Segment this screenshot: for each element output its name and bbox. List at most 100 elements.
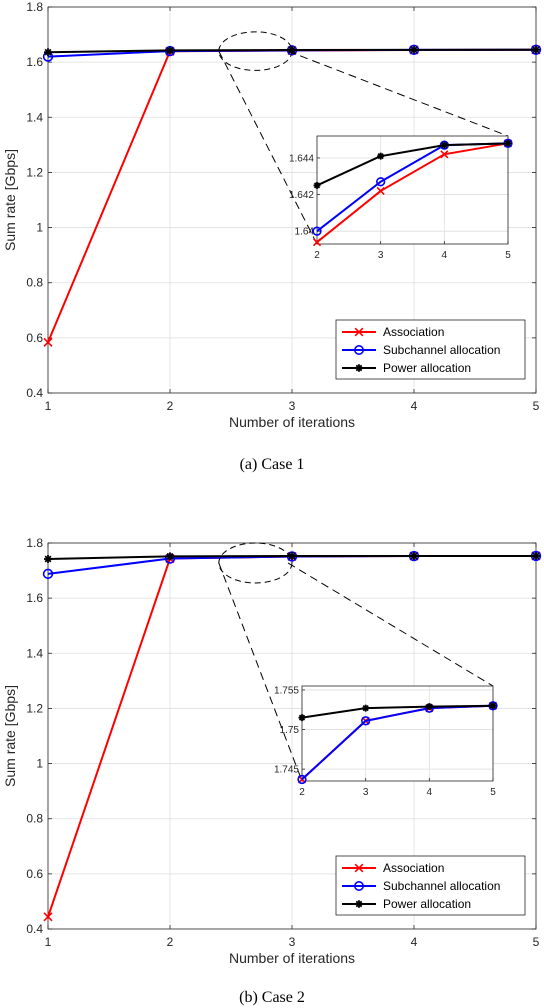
marker-legend0-2-0 — [355, 364, 363, 372]
y-tick-label: 1.2 — [26, 701, 43, 715]
inset-y-tick-label: 1.644 — [289, 153, 314, 164]
marker-legend1-0-0 — [354, 863, 364, 873]
x-tick-label: 4 — [411, 399, 418, 413]
inset-series-line-0 — [316, 142, 509, 243]
legend: Association Subchannel allocation Power al… — [335, 319, 526, 380]
x-axis-label: Number of iterations — [229, 414, 355, 430]
legend-entry-2: Power allocation — [383, 897, 471, 911]
inset-series-line-2 — [316, 142, 509, 187]
marker-inset0-0-1 — [376, 186, 385, 195]
marker-1-2-1 — [166, 552, 174, 561]
x-axis-label: Number of iterations — [229, 950, 355, 966]
y-axis-label: Sum rate [Gbps] — [2, 685, 18, 787]
inset-x-tick-label: 5 — [505, 250, 511, 261]
inset-x-tick-label: 4 — [442, 250, 448, 261]
legend: Association Subchannel allocation Power al… — [335, 855, 526, 916]
legend-entry-2: Power allocation — [383, 361, 471, 375]
marker-inset1-2-0 — [298, 714, 306, 722]
caption: (b) Case 2 — [239, 989, 305, 1006]
inset-x-tick-label: 3 — [378, 250, 384, 261]
inset-y-tick-label: 1.64 — [295, 227, 315, 238]
zoom-ellipse — [218, 542, 293, 584]
y-tick-label: 0.6 — [26, 331, 43, 345]
inset-axes-box — [316, 135, 509, 245]
marker-inset1-1-0 — [297, 774, 307, 785]
y-tick-label: 1.4 — [26, 110, 43, 124]
marker-legend0-0-0 — [354, 327, 364, 337]
x-tick-label: 1 — [45, 399, 52, 413]
chart-panel-1: 0.4 0.6 0.8 1 1.2 1.4 1.6 1.8 1 2 3 4 5 Number of ite… — [2, 536, 542, 1006]
y-axis-label: Sum rate [Gbps] — [2, 149, 18, 251]
marker-legend0-1-0 — [354, 345, 364, 355]
y-tick-label: 0.6 — [26, 867, 43, 881]
legend-entry-0: Association — [383, 861, 444, 875]
marker-inset0-0-2 — [440, 150, 449, 159]
inset-x-tick-label: 4 — [427, 787, 433, 798]
caption: (a) Case 1 — [240, 456, 305, 473]
inset-y-tick-label: 1.75 — [280, 725, 300, 736]
y-tick-label: 1.4 — [26, 646, 43, 660]
marker-inset1-2-3 — [489, 702, 497, 710]
marker-inset0-2-1 — [377, 152, 385, 160]
inset-plot: 1.64 1.642 1.644 2 3 4 5 — [289, 135, 513, 261]
legend-entry-0: Association — [383, 325, 444, 339]
inset-x-tick-label: 5 — [490, 787, 496, 798]
marker-inset0-0-0 — [312, 238, 322, 247]
legend-entry-1: Subchannel allocation — [383, 879, 500, 893]
marker-1-1-0 — [42, 568, 54, 580]
x-tick-label: 2 — [167, 399, 174, 413]
marker-legend1-1-0 — [354, 881, 364, 891]
marker-inset0-1-0 — [312, 226, 322, 236]
inset-series-line-2 — [301, 704, 494, 719]
chart-panel-0: 0.4 0.6 0.8 1 1.2 1.4 1.6 1.8 1 2 3 4 5 Number of ite… — [2, 0, 542, 473]
inset-y-tick-label: 1.745 — [274, 765, 299, 776]
marker-0-2-4 — [532, 45, 540, 54]
inset-area — [302, 686, 493, 781]
marker-1-0-0 — [43, 912, 53, 922]
marker-0-2-1 — [166, 46, 174, 55]
zoom-connector — [218, 50, 318, 245]
marker-1-2-3 — [410, 551, 418, 560]
inset-y-tick-label: 1.642 — [289, 190, 314, 201]
y-tick-label: 1 — [36, 757, 43, 771]
marker-inset0-2-0 — [313, 181, 321, 189]
marker-0-2-3 — [410, 45, 418, 54]
marker-1-2-4 — [532, 551, 540, 560]
x-tick-label: 2 — [167, 935, 174, 949]
y-tick-label: 1.8 — [26, 0, 43, 14]
inset-x-tick-label: 2 — [299, 787, 305, 798]
inset-x-tick-label: 3 — [363, 787, 369, 798]
marker-inset1-1-1 — [361, 716, 371, 726]
y-tick-label: 1.6 — [26, 591, 43, 605]
y-tick-label: 0.8 — [26, 812, 43, 826]
inset-x-tick-label: 2 — [314, 250, 320, 261]
y-tick-label: 1 — [36, 221, 43, 235]
y-tick-label: 0.8 — [26, 276, 43, 290]
legend-entry-1: Subchannel allocation — [383, 343, 500, 357]
y-tick-label: 1.2 — [26, 165, 43, 179]
x-tick-label: 3 — [289, 399, 296, 413]
inset-area — [317, 136, 508, 244]
zoom-connector — [287, 50, 509, 137]
inset-y-tick-label: 1.755 — [274, 685, 299, 696]
marker-inset0-2-2 — [440, 141, 448, 149]
y-tick-label: 1.6 — [26, 55, 43, 69]
y-tick-label: 1.8 — [26, 536, 43, 550]
zoom-ellipse — [218, 31, 293, 71]
marker-legend1-2-0 — [355, 900, 363, 908]
y-tick-label: 0.4 — [26, 922, 43, 936]
x-tick-label: 4 — [411, 935, 418, 949]
marker-inset1-2-2 — [425, 703, 433, 711]
marker-inset1-2-1 — [362, 704, 370, 712]
x-tick-label: 1 — [45, 935, 52, 949]
x-tick-label: 3 — [289, 935, 296, 949]
zoom-connector — [287, 562, 494, 687]
marker-0-0-0 — [43, 337, 53, 347]
x-tick-label: 5 — [533, 399, 540, 413]
marker-inset0-2-3 — [504, 139, 512, 147]
y-tick-label: 0.4 — [26, 386, 43, 400]
inset-axes-box — [301, 685, 494, 782]
marker-1-2-0 — [44, 554, 52, 563]
inset-plot: 1.745 1.75 1.755 2 3 4 5 — [274, 685, 498, 798]
